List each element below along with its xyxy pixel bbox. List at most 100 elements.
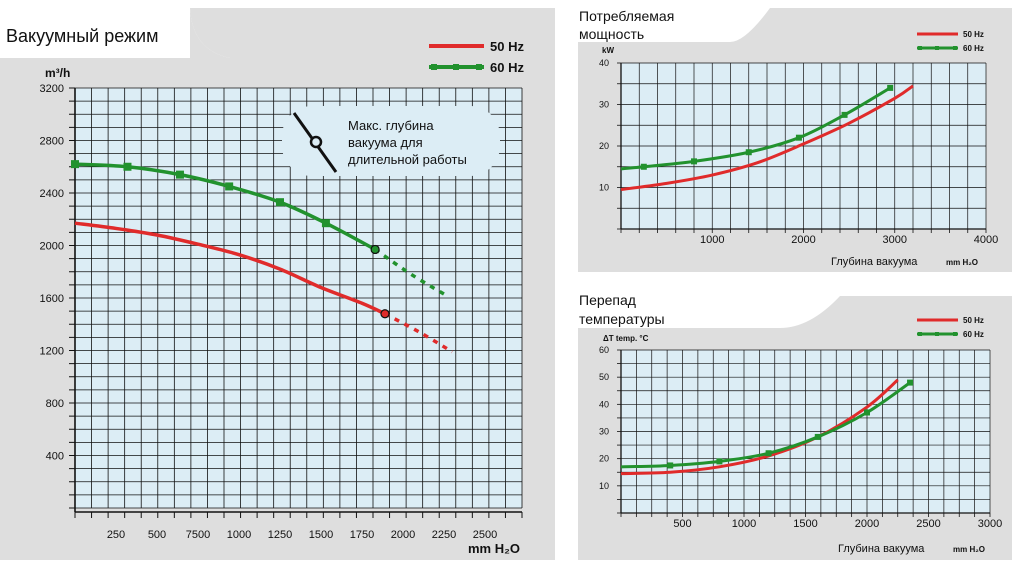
vacuum-y-tick-label: 1600	[40, 293, 64, 305]
power-x-tick-label: 3000	[883, 234, 907, 246]
temperature-xunit: mm H₂O	[953, 545, 985, 554]
temperature-panel: Перепад температуры 50 Hz 60 Hz ΔT temp.…	[578, 292, 1012, 560]
vacuum-x-tick-label: 1000	[227, 529, 251, 541]
power-legend-marker	[935, 46, 939, 50]
power-y-tick-label: 30	[599, 100, 609, 110]
vacuum-y-tick-label: 2400	[40, 188, 64, 200]
vacuum-60hz-marker	[276, 198, 284, 207]
temperature-plot: 10 20 30 40 50 60 500 1000 1500 2000 2500 3000	[599, 345, 1002, 530]
temperature-legend-marker	[918, 332, 922, 336]
temperature-legend-60hz-label: 60 Hz	[963, 330, 984, 339]
temperature-legend-50hz-label: 50 Hz	[963, 316, 984, 325]
power-60hz-marker	[691, 158, 697, 165]
power-title-line-1: Потребляемая	[579, 8, 674, 24]
vacuum-x-tick-label: 500	[148, 529, 166, 541]
vacuum-60hz-marker	[175, 170, 184, 179]
temperature-legend-marker	[953, 332, 957, 336]
vacuum-title: Вакуумный режим	[6, 26, 159, 46]
temperature-x-tick-label: 500	[673, 518, 691, 530]
vacuum-x-tick-label: 7500	[186, 529, 210, 541]
vacuum-x-tick-label: 1500	[309, 529, 333, 541]
power-legend-marker	[918, 46, 922, 50]
temperature-title-line-1: Перепад	[579, 292, 636, 308]
vacuum-xlabel: mm H₂O	[468, 541, 520, 556]
power-60hz-marker	[841, 111, 848, 118]
temperature-60hz-marker	[864, 409, 870, 416]
power-series-50hz-line	[620, 84, 914, 192]
legend-60hz-marker	[453, 64, 459, 70]
temperature-ylabel: ΔT temp. °C	[603, 334, 649, 343]
vacuum-series-50hz-dashed-line	[384, 312, 454, 354]
vacuum-x-tick-label: 250	[107, 529, 125, 541]
temperature-60hz-marker	[765, 450, 772, 457]
temperature-x-tick-label: 3000	[978, 518, 1002, 530]
power-60hz-marker	[795, 134, 802, 141]
vacuum-max-point-marker	[380, 309, 390, 319]
temperature-60hz-marker	[907, 379, 914, 386]
vacuum-y-tick-label: 2800	[40, 136, 64, 148]
vacuum-ylabel: m³/h	[45, 66, 70, 80]
legend-60hz-marker	[431, 64, 437, 70]
power-legend-60hz-label: 60 Hz	[963, 44, 984, 53]
temperature-60hz-marker	[667, 462, 674, 469]
vacuum-x-tick-label: 2500	[473, 529, 497, 541]
power-x-tick-label: 2000	[791, 234, 815, 246]
temperature-y-tick-label: 40	[599, 399, 609, 409]
vacuum-y-tick-label: 800	[46, 398, 64, 410]
annotation-line-2: вакуума для	[348, 135, 423, 150]
vacuum-max-point-marker	[370, 244, 380, 255]
vacuum-x-tick-label: 2000	[391, 529, 415, 541]
vacuum-x-tick-label: 1750	[350, 529, 374, 541]
vacuum-x-tick-label: 1250	[268, 529, 292, 541]
power-panel: Потребляемая мощность 50 Hz 60 Hz kW Глу…	[578, 8, 1012, 272]
vacuum-title-tab	[0, 8, 190, 58]
vacuum-60hz-marker	[71, 160, 79, 169]
temperature-y-tick-label: 30	[599, 427, 609, 437]
vacuum-series-50hz-line	[74, 221, 386, 316]
power-y-tick-label: 10	[599, 183, 609, 193]
vacuum-60hz-marker	[225, 182, 234, 191]
vacuum-y-tick-label: 1200	[40, 346, 64, 358]
vacuum-y-tick-label: 400	[46, 451, 64, 463]
vacuum-y-tick-label: 2000	[40, 241, 64, 253]
power-x-tick-label: 1000	[700, 234, 724, 246]
power-plot: 10 20 30 40 1000 2000 3000 4000	[599, 58, 998, 246]
power-xlabel: Глубина вакуума	[831, 256, 918, 268]
power-ylabel: kW	[602, 46, 614, 55]
temperature-y-tick-label: 20	[599, 454, 609, 464]
annotation-bubble	[282, 106, 500, 176]
max-depth-annotation: Макс. глубина вакуума для длительной раб…	[282, 106, 500, 176]
power-x-tick-label: 4000	[974, 234, 998, 246]
power-60hz-marker	[640, 163, 647, 170]
legend-60hz-marker	[476, 64, 482, 70]
power-60hz-marker	[745, 149, 752, 156]
temperature-60hz-marker	[716, 458, 723, 465]
power-xunit: mm H₂O	[946, 258, 978, 267]
vacuum-x-tick-label: 2250	[432, 529, 456, 541]
vacuum-y-tick-label: 3200	[40, 83, 64, 95]
temperature-y-tick-label: 10	[599, 481, 609, 491]
temperature-y-tick-label: 60	[599, 345, 609, 355]
temperature-x-tick-label: 1000	[732, 518, 756, 530]
power-y-tick-label: 20	[599, 141, 609, 151]
power-y-tick-label: 40	[599, 58, 609, 68]
temperature-legend-marker	[935, 332, 939, 336]
power-legend-marker	[953, 46, 957, 50]
power-legend-50hz-label: 50 Hz	[963, 30, 984, 39]
temperature-60hz-marker	[814, 433, 821, 440]
legend-50hz-label: 50 Hz	[490, 39, 524, 54]
dial-knob-icon	[309, 135, 323, 149]
temperature-x-tick-label: 2500	[916, 518, 940, 530]
temperature-x-tick-label: 1500	[793, 518, 817, 530]
temperature-x-tick-label: 2000	[855, 518, 879, 530]
temperature-y-tick-label: 50	[599, 372, 609, 382]
power-title-line-2: мощность	[579, 26, 644, 42]
annotation-line-1: Макс. глубина	[348, 118, 434, 133]
vacuum-panel: Вакуумный режим 50 Hz 60 Hz m³/h mm H₂O …	[0, 8, 555, 560]
temperature-xlabel: Глубина вакуума	[838, 543, 925, 555]
vacuum-60hz-marker	[321, 219, 330, 228]
vacuum-60hz-marker	[123, 162, 132, 171]
temperature-title-line-2: температуры	[579, 311, 665, 327]
legend-60hz-label: 60 Hz	[490, 60, 524, 75]
annotation-line-3: длительной работы	[348, 152, 467, 167]
